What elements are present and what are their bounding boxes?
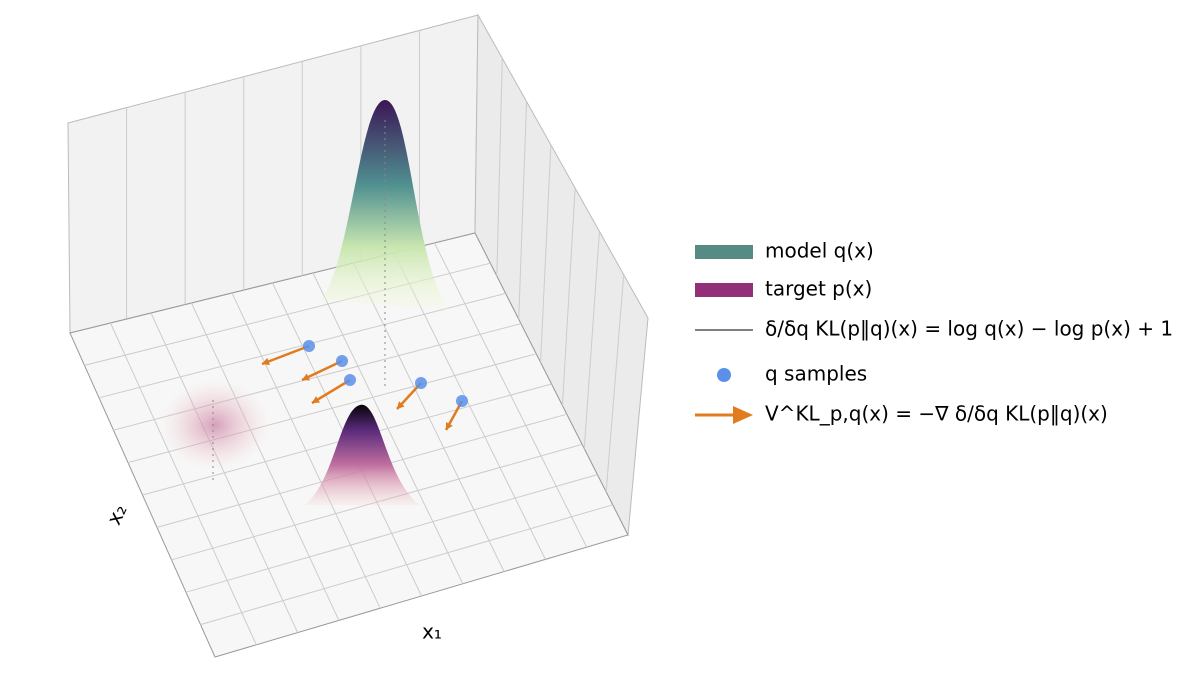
legend-label: model q(x)	[765, 239, 874, 263]
axes-box	[67, 13, 649, 658]
sample-dot	[415, 377, 427, 389]
legend-swatch	[695, 283, 753, 297]
sample-dot	[303, 340, 315, 352]
legend-label: q samples	[765, 362, 867, 386]
wall-grid	[561, 188, 576, 406]
y-axis-label: x₂	[102, 500, 132, 528]
wall-grid	[583, 231, 600, 449]
floor-grid	[434, 242, 588, 548]
arrow-head	[302, 373, 310, 381]
gradient-arrow	[261, 344, 310, 366]
arrow-head	[446, 422, 453, 430]
wall-grid	[540, 144, 552, 363]
legend-label: V^KL_p,q(x) = −∇ δ/δq KL(p‖q)(x)	[765, 402, 1108, 426]
x-axis-label: x₁	[422, 620, 442, 644]
target-blob	[160, 380, 270, 470]
arrow-head	[397, 401, 405, 409]
legend-swatch	[717, 368, 731, 382]
sample-dot	[456, 395, 468, 407]
gradient-arrow	[311, 378, 351, 405]
legend-label: δ/δq KL(p‖q)(x) = log q(x) − log p(x) + …	[765, 317, 1173, 341]
legend-swatch	[733, 406, 753, 424]
target-surface	[305, 404, 420, 505]
sample-dot	[344, 374, 356, 386]
arrow-head	[262, 357, 270, 366]
floor-grid	[185, 474, 598, 593]
legend-label: target p(x)	[765, 277, 872, 301]
floor-grid	[312, 272, 464, 585]
surface	[160, 100, 468, 505]
legend: model q(x) target p(x) δ/δq KL(p‖q)(x) = l…	[695, 239, 1173, 426]
gradient-arrow	[301, 359, 343, 382]
arrow-head	[312, 396, 320, 403]
wall-grid	[605, 274, 625, 492]
sample-dot	[336, 355, 348, 367]
wall-grid	[496, 58, 503, 277]
floor-grid	[200, 504, 613, 626]
legend-swatch	[695, 245, 753, 259]
floor-grid	[353, 262, 505, 572]
wall-grid	[518, 101, 528, 320]
